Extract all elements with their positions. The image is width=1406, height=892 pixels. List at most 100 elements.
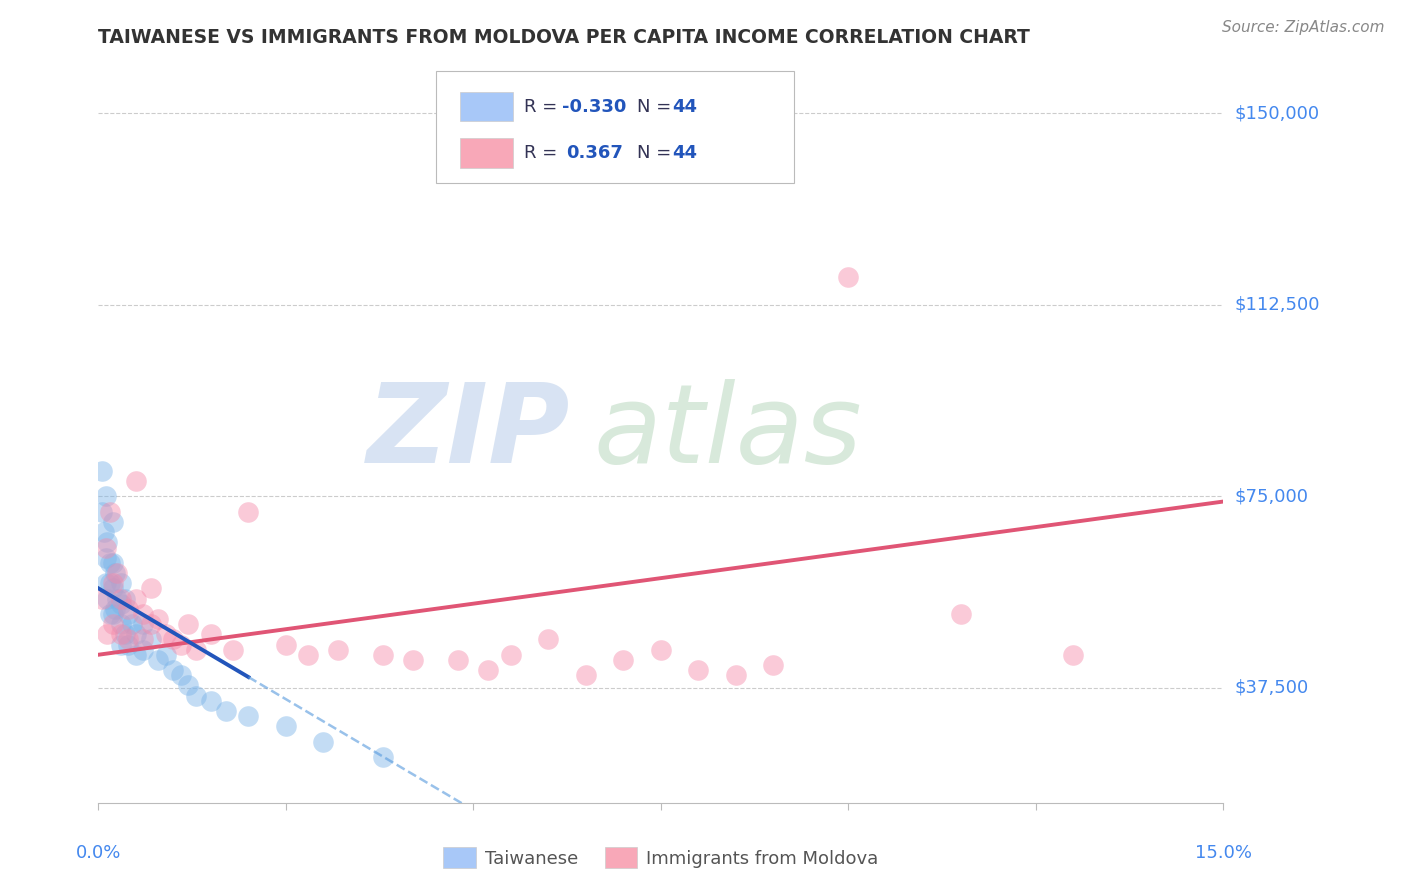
Point: [132, 632, 155, 647]
Point: [200, 627, 222, 641]
Text: 44: 44: [672, 97, 697, 116]
Point: [155, 648, 177, 662]
Text: R =: R =: [524, 97, 564, 116]
Point: [103, 576, 125, 591]
Point: [94, 550, 117, 565]
Point: [98, 505, 121, 519]
Point: [477, 663, 499, 677]
Point: [949, 607, 972, 621]
Point: [688, 663, 710, 677]
Point: [312, 734, 335, 748]
Text: ZIP: ZIP: [367, 379, 571, 486]
Point: [93, 525, 115, 540]
Point: [155, 627, 177, 641]
Point: [110, 591, 132, 606]
Point: [103, 617, 125, 632]
Point: [447, 653, 470, 667]
Point: [117, 607, 139, 621]
Point: [114, 627, 136, 641]
Point: [98, 576, 121, 591]
Point: [132, 607, 155, 621]
Point: [125, 474, 148, 488]
Text: N =: N =: [637, 144, 676, 162]
Point: [96, 591, 118, 606]
Point: [91, 464, 114, 478]
Point: [650, 642, 672, 657]
Point: [103, 607, 125, 621]
Text: N =: N =: [637, 97, 676, 116]
Point: [110, 617, 132, 632]
Point: [94, 541, 117, 555]
Point: [402, 653, 425, 667]
Point: [132, 642, 155, 657]
Point: [104, 566, 127, 580]
Point: [148, 612, 170, 626]
Point: [274, 638, 297, 652]
Text: -0.330: -0.330: [562, 97, 627, 116]
Point: [184, 689, 207, 703]
Point: [612, 653, 634, 667]
Point: [222, 642, 245, 657]
Point: [215, 704, 238, 718]
Point: [110, 576, 132, 591]
Point: [837, 269, 859, 284]
Point: [200, 694, 222, 708]
Point: [117, 632, 139, 647]
Point: [162, 663, 184, 677]
Point: [94, 490, 117, 504]
Point: [91, 505, 114, 519]
Point: [238, 505, 260, 519]
Point: [328, 642, 350, 657]
Point: [274, 719, 297, 733]
Point: [177, 678, 200, 692]
Point: [1062, 648, 1084, 662]
Point: [103, 515, 125, 529]
Point: [170, 638, 193, 652]
Point: [139, 632, 162, 647]
Point: [139, 582, 162, 596]
Legend: Taiwanese, Immigrants from Moldova: Taiwanese, Immigrants from Moldova: [436, 840, 886, 875]
Point: [125, 627, 148, 641]
Point: [238, 709, 260, 723]
Point: [297, 648, 319, 662]
Point: [117, 601, 139, 615]
Point: [724, 668, 747, 682]
Bar: [460, 92, 513, 121]
Point: [103, 582, 125, 596]
Point: [96, 627, 118, 641]
Text: 15.0%: 15.0%: [1195, 844, 1251, 862]
Point: [132, 617, 155, 632]
Text: TAIWANESE VS IMMIGRANTS FROM MOLDOVA PER CAPITA INCOME CORRELATION CHART: TAIWANESE VS IMMIGRANTS FROM MOLDOVA PER…: [98, 28, 1031, 47]
Text: Source: ZipAtlas.com: Source: ZipAtlas.com: [1222, 20, 1385, 35]
Point: [125, 591, 148, 606]
Point: [762, 657, 785, 672]
Point: [170, 668, 193, 682]
Text: $112,500: $112,500: [1234, 296, 1320, 314]
Point: [105, 591, 128, 606]
Point: [177, 617, 200, 632]
Point: [373, 749, 395, 764]
Point: [184, 642, 207, 657]
Point: [499, 648, 522, 662]
Point: [103, 556, 125, 570]
Bar: [460, 138, 513, 168]
Point: [98, 556, 121, 570]
Point: [94, 576, 117, 591]
Text: R =: R =: [524, 144, 564, 162]
Point: [96, 535, 118, 549]
Point: [575, 668, 598, 682]
Point: [98, 607, 121, 621]
Point: [110, 627, 132, 641]
Text: $75,000: $75,000: [1234, 487, 1309, 506]
Point: [373, 648, 395, 662]
Point: [139, 617, 162, 632]
Point: [121, 617, 143, 632]
Text: $150,000: $150,000: [1234, 104, 1319, 122]
Point: [114, 591, 136, 606]
Text: 0.367: 0.367: [567, 144, 623, 162]
Point: [537, 632, 560, 647]
Point: [110, 638, 132, 652]
Point: [148, 653, 170, 667]
Point: [117, 638, 139, 652]
Point: [125, 648, 148, 662]
